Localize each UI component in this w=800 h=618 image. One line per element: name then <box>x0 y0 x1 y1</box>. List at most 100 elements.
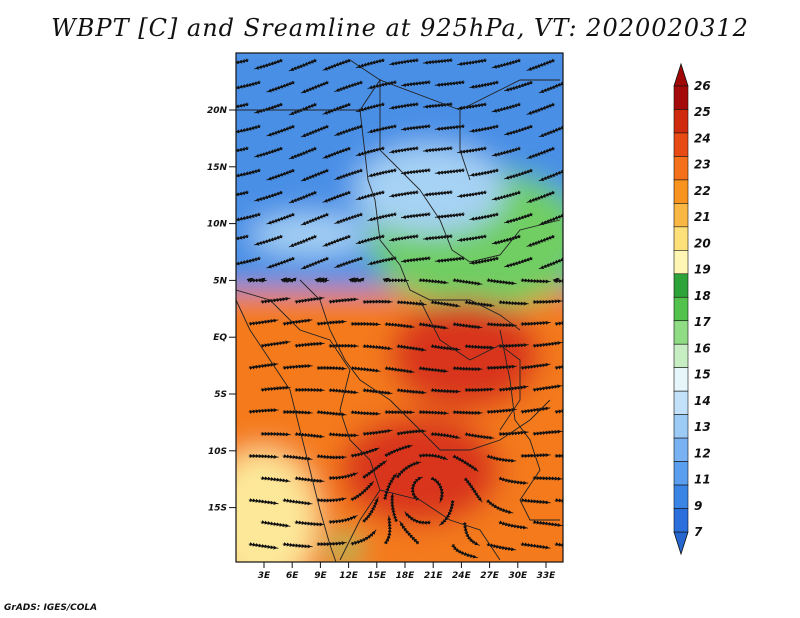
streamline <box>396 344 427 352</box>
streamline <box>486 542 517 552</box>
colorbar-swatch <box>673 437 689 462</box>
streamline <box>253 58 283 70</box>
streamline <box>567 342 597 346</box>
streamline <box>520 362 551 370</box>
streamline <box>384 322 415 329</box>
streamline <box>350 410 381 416</box>
lat-tick-label: 20N <box>207 106 228 116</box>
colorbar-swatch <box>673 132 689 157</box>
streamline <box>451 543 478 559</box>
streamline <box>280 277 297 283</box>
map-frame <box>235 52 564 563</box>
coastline <box>236 299 337 562</box>
streamline <box>362 344 393 351</box>
streamline <box>457 190 487 198</box>
colorbar-swatch <box>673 343 689 368</box>
chart-title: WBPT [C] and Sreamline at 925hPa, VT: 20… <box>51 14 749 42</box>
colorbar-swatch <box>673 296 689 322</box>
streamline <box>520 542 551 550</box>
streamline <box>452 322 483 330</box>
lon-tick-label: 6E <box>286 571 299 581</box>
streamline <box>328 297 359 304</box>
colorbar-swatch <box>673 109 689 134</box>
streamline <box>464 387 495 393</box>
streamline <box>236 58 249 67</box>
colorbar-swatch <box>673 156 689 181</box>
streamline <box>430 300 461 308</box>
colorbar-label: 25 <box>694 105 711 119</box>
colorbar-swatch <box>673 484 689 509</box>
streamline <box>384 366 415 374</box>
streamline <box>430 432 461 440</box>
colorbar-label: 20 <box>694 236 711 250</box>
streamline <box>395 461 422 479</box>
streamline <box>526 234 555 247</box>
streamline <box>554 318 563 326</box>
streamline <box>384 444 413 458</box>
streamline <box>422 102 453 109</box>
colorbar-label: 19 <box>694 263 711 277</box>
streamline <box>282 542 313 549</box>
streamline <box>334 212 363 225</box>
streamline <box>498 300 529 306</box>
streamline <box>334 168 363 181</box>
streamline <box>538 80 563 94</box>
streamline <box>248 498 279 505</box>
streamline <box>322 102 351 115</box>
streamline <box>382 277 409 283</box>
colorbar-label: 12 <box>694 446 711 460</box>
streamline <box>469 80 499 89</box>
colorbar-swatch <box>673 414 689 439</box>
streamline <box>260 476 291 483</box>
streamline <box>567 299 597 303</box>
colorbar: 7 9 11 12 13 14 15 16 17 18 19 20 21 22 23 24 25 26 <box>673 62 711 556</box>
streamline <box>389 234 419 242</box>
streamline <box>503 256 533 268</box>
lon-tick-label: 21E <box>424 571 444 581</box>
wbpt-shading <box>236 53 563 562</box>
streamline <box>520 498 551 505</box>
streamline <box>422 190 453 197</box>
streamline <box>452 454 479 472</box>
streamline <box>457 146 487 154</box>
streamline <box>532 299 563 305</box>
streamline <box>418 410 449 416</box>
streamlines <box>236 58 597 559</box>
streamline <box>288 234 317 248</box>
footer-credit: GrADS: IGES/COLA <box>4 603 98 613</box>
streamline <box>430 476 445 503</box>
streamline <box>288 146 317 160</box>
streamline <box>367 80 397 90</box>
streamline <box>248 318 279 326</box>
streamline <box>316 541 347 547</box>
streamline <box>367 256 397 266</box>
streamline <box>350 447 380 458</box>
lon-tick-label: 30E <box>508 571 528 581</box>
colorbar-label: 26 <box>694 79 711 93</box>
streamline <box>567 478 597 481</box>
streamline <box>294 296 325 304</box>
streamline <box>532 429 563 436</box>
streamline <box>288 58 317 72</box>
streamline <box>383 515 392 545</box>
streamline <box>486 454 517 463</box>
streamline <box>520 320 551 327</box>
streamline <box>498 430 529 437</box>
streamline <box>246 277 267 283</box>
streamline <box>300 168 329 182</box>
streamline <box>422 58 453 65</box>
colorbar-swatch <box>673 320 689 345</box>
streamline <box>266 80 295 93</box>
streamline <box>464 344 495 350</box>
streamline <box>266 124 295 137</box>
streamline <box>400 124 431 131</box>
streamline <box>438 499 455 526</box>
streamline <box>399 520 420 545</box>
streamline <box>260 385 291 392</box>
streamline <box>434 80 465 87</box>
streamline <box>314 277 330 284</box>
streamline <box>253 146 283 158</box>
streamline <box>389 190 419 198</box>
streamline <box>236 146 249 155</box>
